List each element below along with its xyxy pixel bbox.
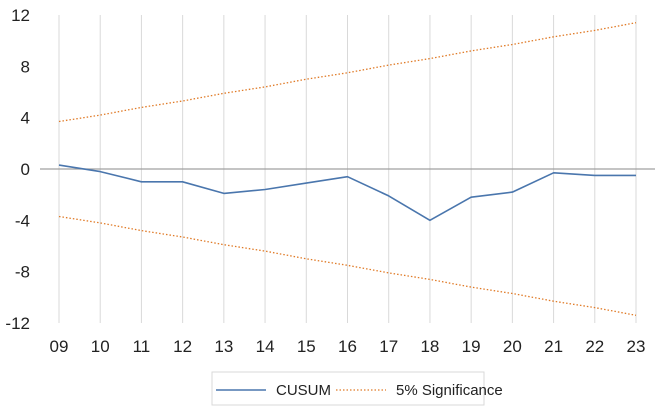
x-tick-label: 18	[420, 337, 439, 356]
x-tick-label: 21	[544, 337, 563, 356]
x-tick-label: 14	[256, 337, 275, 356]
legend: CUSUM 5% Significance	[211, 371, 503, 406]
y-tick-label: 8	[21, 57, 30, 76]
y-tick-label: 0	[21, 160, 30, 179]
grid-layer	[40, 15, 655, 323]
y-tick-label: -8	[15, 263, 30, 282]
x-tick-label: 09	[50, 337, 69, 356]
x-tick-label: 17	[379, 337, 398, 356]
x-tick-label: 15	[297, 337, 316, 356]
x-tick-label: 23	[627, 337, 646, 356]
x-tick-label: 16	[338, 337, 357, 356]
y-tick-label: 4	[21, 109, 30, 128]
x-tick-label: 12	[173, 337, 192, 356]
x-tick-label: 13	[214, 337, 233, 356]
legend-label-significance: 5% Significance	[396, 382, 503, 399]
series-layer	[58, 22, 637, 316]
legend-label-cusum: CUSUM	[276, 382, 331, 399]
x-tick-label: 22	[585, 337, 604, 356]
y-tick-label: 12	[11, 6, 30, 25]
y-axis-ticks: 12 8 4 0 -4 -8 -12	[5, 6, 30, 333]
legend-box	[211, 371, 485, 406]
x-tick-label: 19	[462, 337, 481, 356]
x-tick-label: 11	[133, 337, 151, 356]
x-axis-ticks: 09 10 11 12 13 14 15 16 17 18 19 20 21 22 23	[50, 337, 646, 356]
series-line-5-significance-2	[58, 215, 637, 316]
series-line-5-significance-1	[58, 22, 637, 123]
x-tick-label: 10	[91, 337, 110, 356]
x-tick-label: 20	[503, 337, 522, 356]
y-tick-label: -12	[5, 314, 30, 333]
y-tick-label: -4	[15, 211, 30, 230]
